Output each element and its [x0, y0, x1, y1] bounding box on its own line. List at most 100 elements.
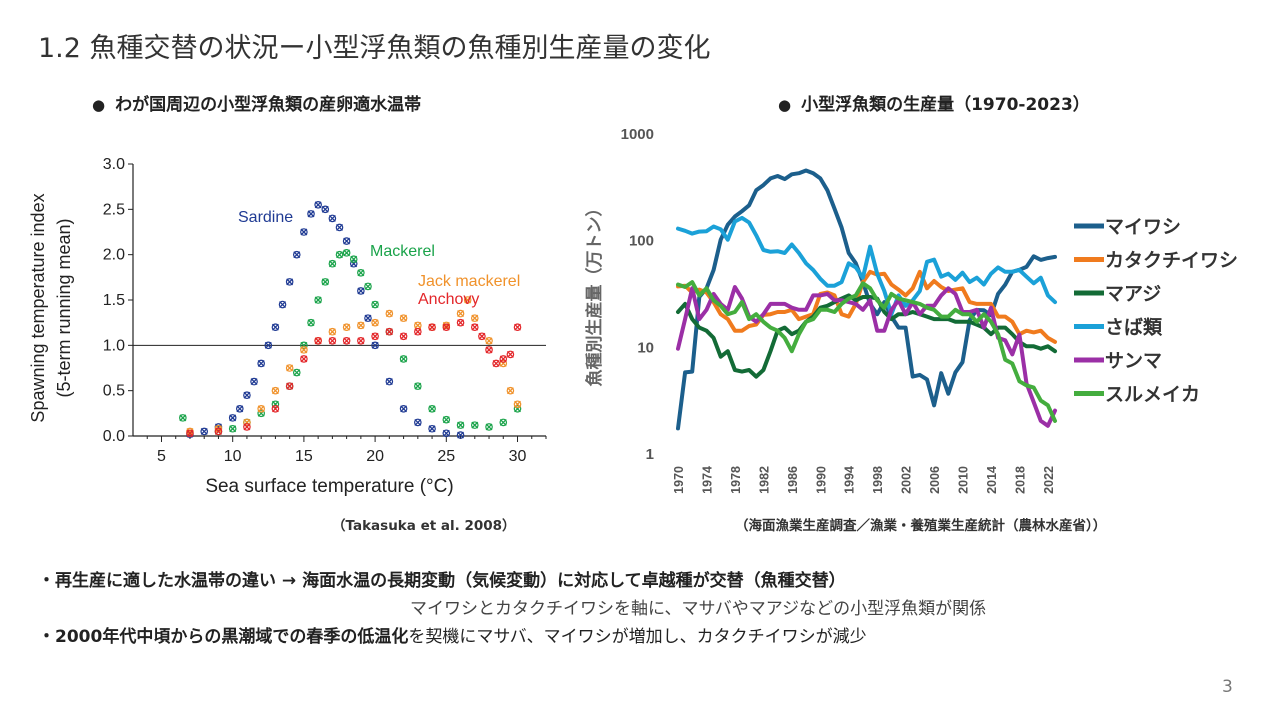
data-point-circle: [470, 323, 479, 332]
x-tick-label: 15: [295, 448, 313, 465]
data-point-cross: [364, 282, 372, 290]
data-point-circle: [470, 421, 479, 429]
data-point-cross: [371, 301, 379, 308]
data-point-circle: [186, 429, 194, 438]
data-point-circle: [485, 423, 493, 431]
data-point-circle: [385, 327, 394, 336]
x-tick-label: 1986: [786, 466, 800, 494]
data-point-cross: [442, 416, 450, 424]
data-point-cross: [514, 400, 521, 408]
data-point-circle: [385, 377, 394, 386]
data-point-cross: [357, 321, 365, 329]
data-point-circle: [414, 382, 422, 390]
data-point-circle: [321, 278, 330, 286]
data-point-circle: [285, 278, 294, 286]
data-point-circle: [307, 318, 315, 327]
data-point-cross: [314, 201, 322, 209]
data-point-cross: [336, 251, 343, 259]
data-point-cross: [506, 350, 514, 358]
data-point-circle: [321, 205, 330, 214]
data-point-cross: [471, 314, 479, 322]
bullet-dot-icon: ●: [778, 96, 792, 114]
data-point-cross: [464, 296, 472, 304]
data-point-circle: [285, 364, 294, 372]
legend-label: スルメイカ: [1105, 384, 1200, 406]
x-tick-label: 1974: [700, 466, 714, 494]
data-point-cross: [286, 364, 294, 372]
data-point-circle: [314, 337, 322, 345]
data-point-circle: [335, 250, 344, 259]
data-point-cross: [499, 418, 507, 426]
data-point-cross: [314, 337, 322, 345]
data-point-circle: [513, 404, 522, 413]
data-point-cross: [428, 425, 436, 433]
y-axis-label: 魚種別生産量（万トン）: [584, 200, 604, 387]
data-point-circle: [300, 341, 308, 350]
data-point-circle: [364, 282, 372, 291]
data-point-cross: [243, 391, 251, 399]
data-point-cross: [300, 355, 308, 363]
y-tick-label: 10: [637, 339, 654, 356]
series-label: Anchovy: [418, 291, 479, 308]
data-point-cross: [457, 431, 465, 439]
data-point-cross: [214, 428, 222, 435]
y-tick-label: 1.5: [103, 292, 125, 309]
data-point-circle: [499, 359, 508, 368]
data-point-circle: [236, 404, 244, 413]
data-point-cross: [457, 319, 465, 327]
data-point-circle: [357, 321, 365, 330]
data-point-cross: [385, 310, 393, 318]
data-point-circle: [271, 404, 280, 413]
data-point-cross: [506, 387, 514, 395]
data-point-circle: [285, 382, 294, 390]
data-point-cross: [428, 323, 436, 331]
legend-label: カタクチイワシ: [1105, 250, 1238, 272]
data-point-circle: [513, 400, 522, 409]
data-point-cross: [257, 360, 265, 367]
data-point-circle: [328, 337, 337, 345]
data-point-cross: [357, 287, 365, 295]
data-point-cross: [229, 425, 237, 433]
data-point-circle: [250, 377, 258, 386]
legend-label: サンマ: [1105, 351, 1162, 372]
data-point-circle: [243, 391, 251, 400]
left-chart-heading: ● わが国周辺の小型浮魚類の産卵適水温帯: [92, 90, 421, 115]
y-tick-label: 100: [629, 233, 654, 250]
data-point-circle: [278, 300, 287, 309]
legend-label: マイワシ: [1105, 217, 1181, 238]
series-line: [676, 285, 1057, 428]
data-point-cross: [336, 224, 343, 231]
data-point-cross: [300, 346, 308, 354]
data-point-circle: [342, 337, 351, 345]
slide-title: 1.2 魚種交替の状況ー小型浮魚類の魚種別生産量の変化: [38, 33, 711, 64]
spawning-temperature-chart: 5 10 15 20 25 30 0.0 0.5 1.0 1.5 2.0 2.5 3.0 Sea surf…: [28, 156, 547, 497]
series-jack-mackerel: [186, 296, 522, 436]
data-point-cross: [328, 260, 336, 268]
data-point-cross: [457, 421, 465, 429]
data-point-cross: [343, 337, 351, 345]
data-point-circle: [399, 404, 408, 413]
data-point-circle: [349, 255, 358, 264]
data-point-cross: [371, 341, 379, 349]
y-axis-label-2: (5-term running mean): [54, 218, 74, 397]
data-point-circle: [428, 404, 436, 413]
bullet-2-bold-text: 2000年代中頃からの黒潮域での春季の低温化: [55, 627, 409, 647]
bullet-2: ・2000年代中頃からの黒潮域での春季の低温化を契機にマサバ、マイワシが増加し、…: [38, 622, 867, 647]
data-point-circle: [243, 418, 251, 427]
data-point-circle: [357, 269, 365, 277]
data-point-cross: [279, 301, 286, 308]
data-point-circle: [200, 427, 209, 436]
left-chart-heading-text: わが国周辺の小型浮魚類の産卵適水温帯: [115, 95, 422, 115]
x-tick-label: 1998: [871, 466, 885, 494]
series-line-2: [676, 293, 1057, 379]
data-point-circle: [328, 327, 337, 336]
data-point-circle: [499, 418, 508, 427]
data-point-cross: [350, 255, 358, 263]
data-point-cross: [271, 323, 279, 331]
catch-volume-chart: 1 10 100 1000 1970 1974 1978 1982 1986 1990 1994 19…: [584, 126, 1238, 494]
legend-label: マアジ: [1105, 284, 1161, 305]
series-line-5: [676, 280, 1057, 423]
data-point-circle: [228, 424, 237, 433]
y-tick-label: 0.5: [103, 383, 125, 400]
data-point-cross: [343, 323, 351, 331]
